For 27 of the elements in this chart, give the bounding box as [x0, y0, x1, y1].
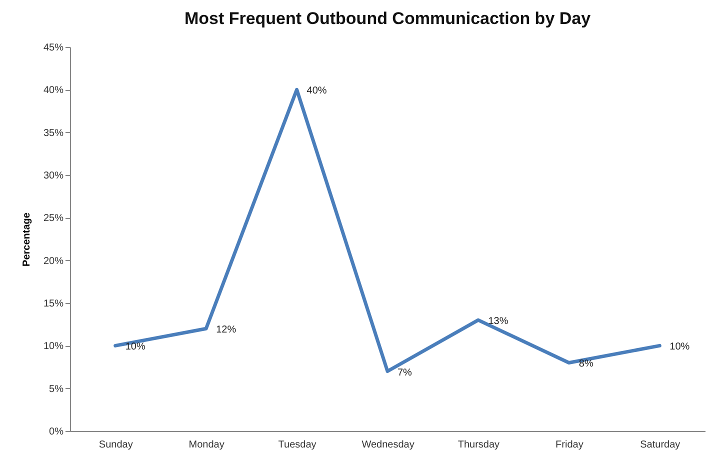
- x-tick-label: Wednesday: [362, 440, 414, 450]
- y-axis-title: Percentage: [21, 212, 32, 266]
- y-tick-label: 30%: [43, 170, 64, 182]
- data-label: 10%: [125, 342, 146, 353]
- data-label: 12%: [216, 324, 236, 336]
- x-tick-label: Friday: [556, 440, 584, 450]
- data-label: 13%: [488, 316, 508, 328]
- line-series: [114, 88, 662, 374]
- x-tick-label: Sunday: [98, 440, 133, 450]
- x-tick-label: Monday: [188, 440, 224, 450]
- y-tick-label: 25%: [43, 213, 64, 224]
- y-tick-label: 40%: [43, 85, 64, 96]
- y-tick-label: 15%: [43, 298, 64, 310]
- data-label: 40%: [306, 86, 327, 97]
- x-tick-label: Tuesday: [278, 440, 316, 450]
- y-tick-label: 0%: [49, 426, 64, 438]
- y-tick-label: 45%: [43, 42, 64, 54]
- chart-title: Most Frequent Outbound Communicaction by Day: [184, 9, 592, 28]
- y-tick-label: 35%: [43, 128, 64, 139]
- data-label: 10%: [670, 342, 690, 353]
- y-tick-label: 20%: [43, 256, 64, 267]
- data-label: 7%: [398, 367, 412, 378]
- y-tick-label: 10%: [43, 341, 64, 352]
- x-tick-label: Saturday: [640, 440, 680, 450]
- data-label: 8%: [578, 358, 594, 370]
- x-tick-label: Thursday: [458, 440, 500, 450]
- y-tick-label: 5%: [49, 384, 64, 395]
